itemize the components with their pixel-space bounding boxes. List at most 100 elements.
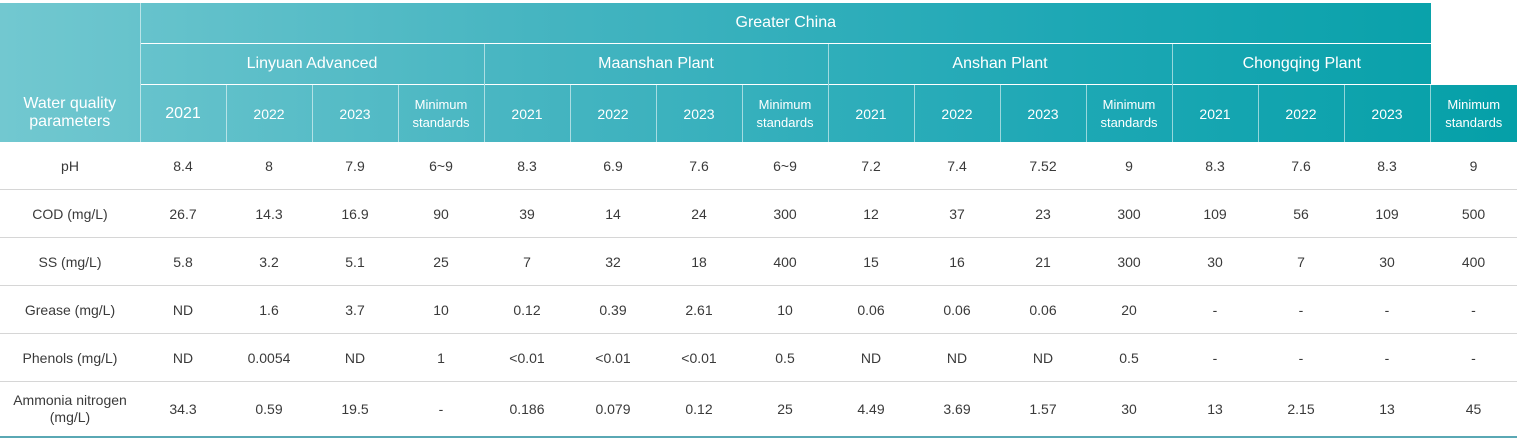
value-cell: 0.5: [1086, 333, 1172, 382]
value-cell: <0.01: [570, 333, 656, 382]
value-cell: 23: [1000, 189, 1086, 238]
value-cell: -: [1430, 333, 1517, 382]
value-cell: 32: [570, 237, 656, 286]
value-cell: 16.9: [312, 189, 398, 238]
value-cell: 300: [1086, 237, 1172, 286]
region-header: Greater China: [139, 3, 1431, 44]
value-cell: -: [1258, 285, 1344, 334]
value-cell: 0.59: [226, 381, 312, 438]
minimum-standards-header: Minimum standards: [741, 84, 828, 142]
minimum-standards-header: Minimum standards: [397, 84, 484, 142]
value-cell: 5.1: [312, 237, 398, 286]
parameter-name-cell: Grease (mg/L): [0, 285, 140, 334]
value-cell: 6.9: [570, 142, 656, 190]
param-column-header: Water quality parameters: [0, 3, 140, 142]
value-cell: 24: [656, 189, 742, 238]
table-row: SS (mg/L) 5.8 3.2 5.1 25 7 32 18 400 15 16 21 300 30 7…: [0, 237, 1517, 286]
value-cell: 34.3: [140, 381, 226, 438]
value-cell: 20: [1086, 285, 1172, 334]
parameter-name-cell: Phenols (mg/L): [0, 333, 140, 382]
value-cell: <0.01: [484, 333, 570, 382]
value-cell: 25: [398, 237, 484, 286]
minimum-standards-header: Minimum standards: [1085, 84, 1172, 142]
value-cell: <0.01: [656, 333, 742, 382]
value-cell: ND: [914, 333, 1000, 382]
value-cell: 30: [1172, 237, 1258, 286]
value-cell: 400: [742, 237, 828, 286]
subheader-row: 2021 2022 2023 Minimum standards 2021 2022 202…: [0, 84, 1517, 142]
value-cell: 0.06: [1000, 285, 1086, 334]
value-cell: 7.4: [914, 142, 1000, 190]
value-cell: 8.3: [484, 142, 570, 190]
year-header: 2021: [1171, 84, 1258, 142]
parameter-name-cell: pH: [0, 142, 140, 190]
value-cell: ND: [140, 333, 226, 382]
value-cell: 13: [1344, 381, 1430, 438]
value-cell: 30: [1344, 237, 1430, 286]
value-cell: 500: [1430, 189, 1517, 238]
value-cell: 300: [1086, 189, 1172, 238]
year-header: 2023: [999, 84, 1086, 142]
value-cell: -: [1258, 333, 1344, 382]
value-cell: 12: [828, 189, 914, 238]
value-cell: 39: [484, 189, 570, 238]
plant-header-anshan: Anshan Plant: [827, 43, 1172, 85]
plant-header-chongqing: Chongqing Plant: [1171, 43, 1431, 85]
value-cell: -: [1172, 333, 1258, 382]
value-cell: ND: [1000, 333, 1086, 382]
value-cell: 37: [914, 189, 1000, 238]
table-row: Ammonia nitrogen (mg/L) 34.3 0.59 19.5-0.18…: [0, 381, 1517, 438]
value-cell: 3.2: [226, 237, 312, 286]
value-cell: 7.9: [312, 142, 398, 190]
plant-header-maanshan: Maanshan Plant: [483, 43, 828, 85]
value-cell: 10: [742, 285, 828, 334]
value-cell: 9: [1430, 142, 1517, 190]
value-cell: 2.15: [1258, 381, 1344, 438]
year-header: 2021: [139, 84, 226, 142]
value-cell: ND: [140, 285, 226, 334]
value-cell: 18: [656, 237, 742, 286]
value-cell: 1: [398, 333, 484, 382]
value-cell: 21: [1000, 237, 1086, 286]
value-cell: 3.7: [312, 285, 398, 334]
value-cell: 0.06: [914, 285, 1000, 334]
year-header: 2021: [827, 84, 914, 142]
value-cell: -: [398, 381, 484, 438]
value-cell: 0.5: [742, 333, 828, 382]
minimum-standards-header: Minimum standards: [1429, 84, 1517, 142]
year-header: 2023: [655, 84, 742, 142]
parameter-name-cell: COD (mg/L): [0, 189, 140, 238]
year-header: 2022: [225, 84, 312, 142]
value-cell: 0.39: [570, 285, 656, 334]
value-cell: 1.57: [1000, 381, 1086, 438]
value-cell: 4.49: [828, 381, 914, 438]
value-cell: 10: [398, 285, 484, 334]
value-cell: 9: [1086, 142, 1172, 190]
value-cell: 19.5: [312, 381, 398, 438]
value-cell: 7: [1258, 237, 1344, 286]
value-cell: ND: [312, 333, 398, 382]
value-cell: 0.06: [828, 285, 914, 334]
value-cell: 14.3: [226, 189, 312, 238]
value-cell: 8: [226, 142, 312, 190]
value-cell: 30: [1086, 381, 1172, 438]
value-cell: 0.12: [484, 285, 570, 334]
value-cell: 56: [1258, 189, 1344, 238]
value-cell: 6~9: [742, 142, 828, 190]
value-cell: 3.69: [914, 381, 1000, 438]
table-row: pH 8.4 8 7.9 6~9 8.3 6.9 7.6 6~9 7.2 7.4 7.52 9 8.3 7.…: [0, 142, 1517, 190]
value-cell: 14: [570, 189, 656, 238]
value-cell: 13: [1172, 381, 1258, 438]
value-cell: 300: [742, 189, 828, 238]
year-header: 2023: [311, 84, 398, 142]
value-cell: 109: [1344, 189, 1430, 238]
year-header: 2022: [913, 84, 1000, 142]
value-cell: 2.61: [656, 285, 742, 334]
value-cell: -: [1172, 285, 1258, 334]
value-cell: 0.12: [656, 381, 742, 438]
table-row: Phenols (mg/L) ND 0.0054 ND 1 <0.01 <0.01 <0.01…: [0, 333, 1517, 382]
value-cell: 1.6: [226, 285, 312, 334]
value-cell: 7.52: [1000, 142, 1086, 190]
table-row: Grease (mg/L) ND 1.6 3.7 10 0.12 0.39 2.61 10 0.0…: [0, 285, 1517, 334]
value-cell: 109: [1172, 189, 1258, 238]
